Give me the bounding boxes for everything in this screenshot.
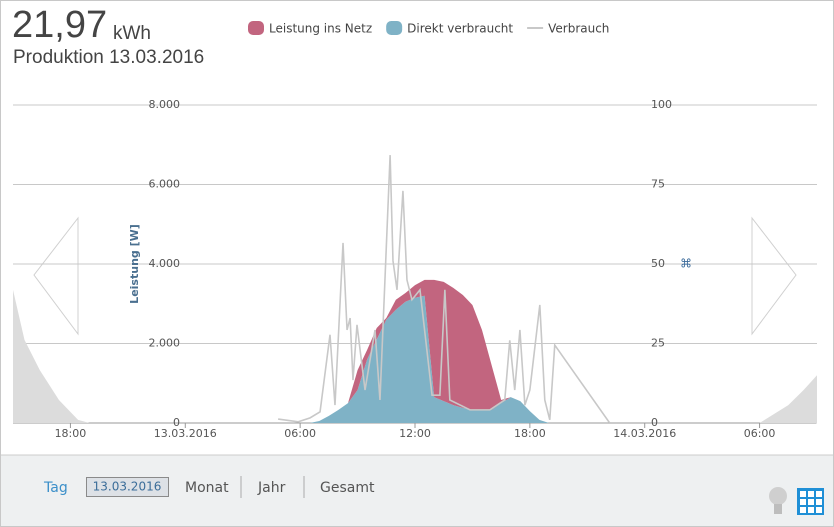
next-arrow[interactable] [751,216,797,336]
x-tick-label: 12:00 [399,427,431,440]
y2-tick-label: 100 [651,98,672,111]
y-tick-label: 2.000 [149,337,181,350]
plot-area [13,155,817,423]
date-input[interactable] [86,477,169,497]
x-tick-label: 18:00 [55,427,87,440]
line [278,155,611,423]
y-tick-label: 0 [173,416,180,429]
x-tick-label: 13.03.2016 [154,427,217,440]
y-tick-label: 6.000 [149,178,181,191]
legend-swatch [248,21,264,35]
area [309,295,549,423]
y2-tick-label: 50 [651,257,665,270]
energy-value: 21,97 [12,4,107,46]
y-tick-label: 8.000 [149,98,181,111]
grid-icon[interactable] [797,488,824,515]
tab-month[interactable]: Monat [185,480,229,496]
prev-arrow[interactable] [33,216,79,336]
legend-label: Leistung ins Netz [269,22,372,36]
x-tick-label: 18:00 [514,427,546,440]
subtitle: Produktion 13.03.2016 [13,47,204,68]
area [309,279,549,423]
y-tick-label: 4.000 [149,257,181,270]
tab-day[interactable]: Tag [43,480,68,496]
y2-tick-label: 0 [651,416,658,429]
y2-tick-label: 25 [651,337,665,350]
reset-zoom-icon[interactable]: ⌘ [680,257,692,271]
legend-swatch [386,21,403,35]
energy-unit: kWh [113,23,151,44]
x-tick-label: 14.03.2016 [613,427,676,440]
tab-year[interactable]: Jahr [257,480,286,496]
x-tick-label: 06:00 [744,427,776,440]
bulb-icon[interactable] [769,487,787,514]
legend-label: Verbrauch [548,22,609,36]
date-value[interactable]: 13.03.2016 [93,480,162,494]
legend-label: Direkt verbraucht [407,22,513,36]
x-tick-label: 06:00 [284,427,316,440]
chart: 0 2.000 4.000 6.000 8.000 0 25 50 75 100 18:00 13.0… [13,21,817,440]
y2-tick-label: 75 [651,178,665,191]
y-axis-label: Leistung [W] [128,224,141,304]
tab-total[interactable]: Gesamt [320,480,375,496]
